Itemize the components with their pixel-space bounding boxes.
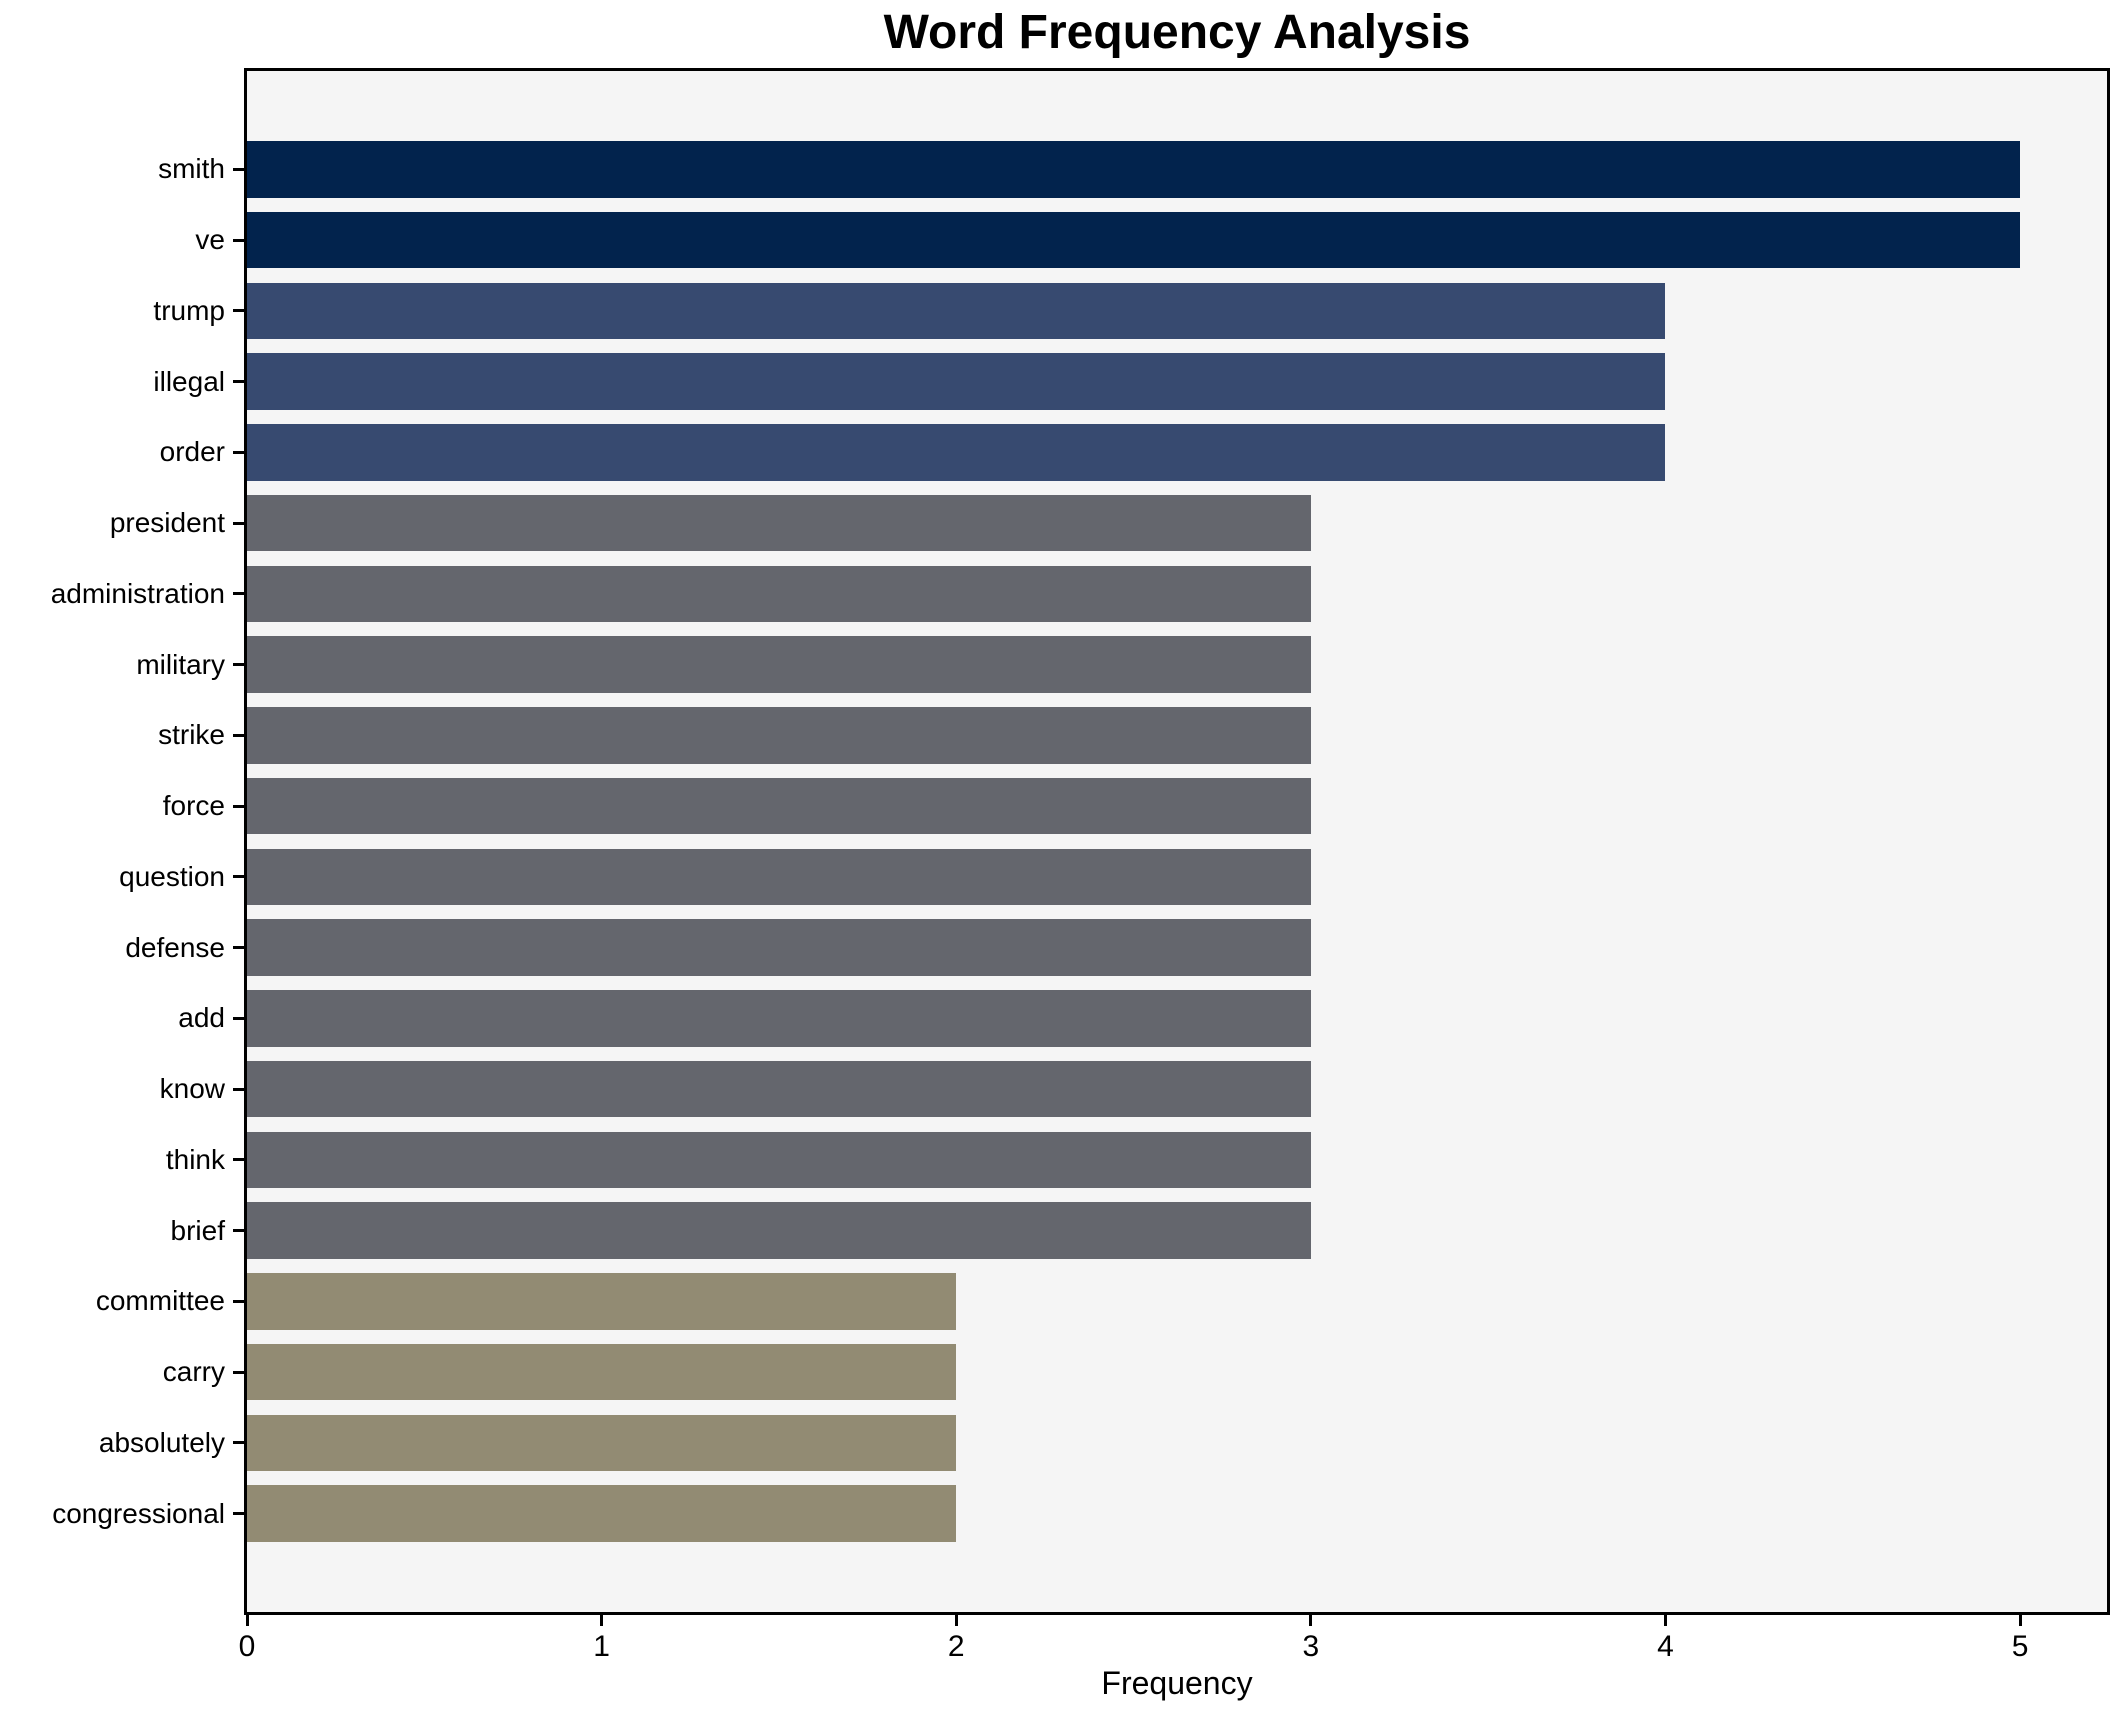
y-tick-label: administration — [50, 577, 225, 609]
y-tick-mark — [233, 521, 244, 525]
bar-question — [247, 848, 1311, 906]
bar-congressional — [247, 1485, 957, 1542]
y-tick-label: smith — [158, 153, 225, 185]
bar-strike — [247, 707, 1311, 764]
y-tick-mark — [233, 1512, 244, 1516]
bar-president — [247, 494, 1311, 552]
x-tick-label: 5 — [2011, 1630, 2029, 1663]
x-tick-mark — [1663, 1615, 1667, 1626]
bar-military — [247, 636, 1311, 693]
y-tick-label: carry — [162, 1356, 225, 1388]
y-tick-mark — [233, 1229, 244, 1233]
y-tick-label: order — [159, 436, 225, 468]
y-tick-label: add — [178, 1002, 225, 1034]
y-tick-mark — [233, 946, 244, 950]
y-tick-label: absolutely — [98, 1426, 225, 1458]
y-tick-mark — [233, 380, 244, 384]
y-tick-mark — [233, 592, 244, 596]
y-tick-mark — [233, 663, 244, 667]
y-tick-label: defense — [125, 931, 225, 963]
bar-order — [247, 424, 1666, 481]
y-tick-label: strike — [158, 719, 225, 751]
y-tick-label: force — [162, 790, 225, 822]
y-tick-mark — [233, 238, 244, 242]
y-tick-label: committee — [95, 1285, 225, 1317]
bar-absolutely — [247, 1414, 957, 1472]
bar-trump — [247, 282, 1666, 340]
bar-smith — [247, 141, 2021, 198]
y-tick-mark — [233, 450, 244, 454]
y-tick-mark — [233, 733, 244, 737]
x-tick-label: 4 — [1657, 1630, 1674, 1663]
bar-ve — [247, 211, 2021, 269]
x-tick-mark — [600, 1615, 604, 1626]
bar-committee — [247, 1273, 957, 1330]
y-tick-label: military — [136, 648, 225, 680]
y-tick-mark — [233, 1016, 244, 1020]
bar-carry — [247, 1343, 957, 1401]
y-tick-mark — [233, 1158, 244, 1162]
bar-illegal — [247, 353, 1666, 410]
x-tick-mark — [1309, 1615, 1313, 1626]
bar-think — [247, 1131, 1311, 1189]
x-axis-title: Frequency — [1101, 1665, 1253, 1701]
plot-area — [244, 68, 2110, 1615]
y-tick-mark — [233, 1441, 244, 1445]
y-tick-label: congressional — [52, 1497, 225, 1529]
x-tick-mark — [245, 1615, 249, 1626]
bar-administration — [247, 565, 1311, 623]
y-tick-mark — [233, 309, 244, 313]
y-tick-label: question — [119, 860, 225, 892]
x-tick-label: 2 — [947, 1630, 965, 1663]
bar-know — [247, 1060, 1311, 1118]
y-tick-label: think — [165, 1143, 225, 1175]
y-tick-label: brief — [170, 1214, 225, 1246]
bar-brief — [247, 1202, 1311, 1259]
y-tick-label: know — [159, 1073, 225, 1105]
x-tick-label: 3 — [1302, 1630, 1320, 1663]
bar-defense — [247, 919, 1311, 976]
chart-title: Word Frequency Analysis — [883, 6, 1471, 59]
x-tick-mark — [954, 1615, 958, 1626]
y-tick-mark — [233, 804, 244, 808]
bar-add — [247, 990, 1311, 1047]
y-tick-mark — [233, 1087, 244, 1091]
y-tick-mark — [233, 167, 244, 171]
x-tick-label: 0 — [238, 1630, 256, 1663]
y-tick-label: trump — [153, 294, 225, 326]
y-tick-mark — [233, 1299, 244, 1303]
x-tick-mark — [2018, 1615, 2022, 1626]
y-tick-label: ve — [195, 224, 225, 256]
bar-force — [247, 777, 1311, 835]
y-tick-label: president — [109, 507, 225, 539]
x-tick-label: 1 — [593, 1630, 610, 1663]
y-tick-mark — [233, 1370, 244, 1374]
y-tick-mark — [233, 875, 244, 879]
y-tick-label: illegal — [153, 365, 225, 397]
